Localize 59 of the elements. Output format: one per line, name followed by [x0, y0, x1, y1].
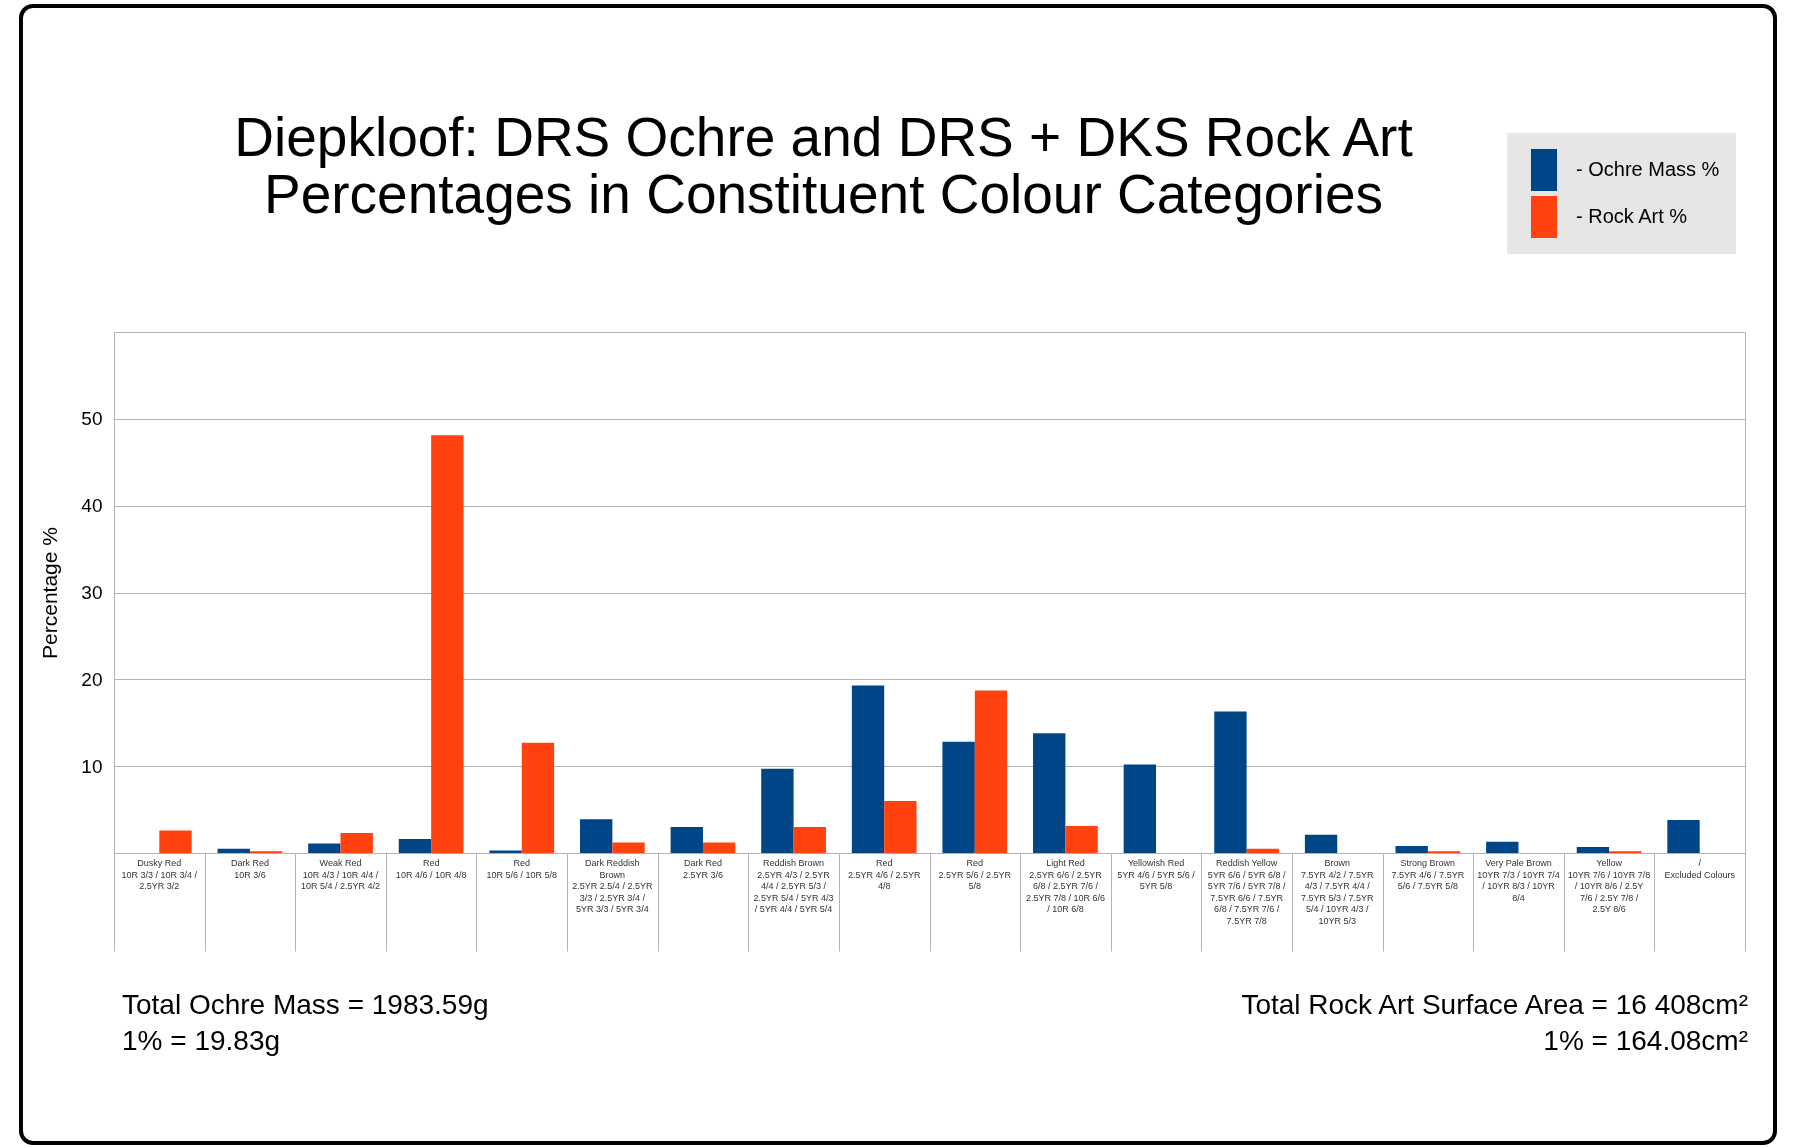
x-tick-label: Red 2.5YR 4/6 / 2.5YR 4/8: [847, 858, 921, 891]
bar: [612, 842, 645, 853]
bar: [398, 839, 432, 853]
y-tick-label: 10: [81, 755, 103, 777]
bar: [308, 843, 341, 853]
bar: [1033, 733, 1066, 853]
x-tick-label: Strong Brown 7.5YR 4/6 / 7.5YR 5/6 / 7.5YR 5/8: [1391, 858, 1465, 891]
x-tick-label: / Excluded Colours: [1664, 858, 1736, 880]
bar: [1246, 848, 1279, 853]
x-tick-label: Dusky Red 10R 3/3 / 10R 3/4 / 2.5YR 3/2: [121, 858, 198, 891]
legend-label: - Ochre Mass %: [1576, 158, 1720, 180]
y-tick-label: 40: [81, 495, 103, 517]
legend-label: - Rock Art %: [1576, 205, 1688, 227]
x-tick-label: Red 10R 5/6 / 10R 5/8: [486, 858, 558, 880]
x-tick-label: Light Red 2.5YR 6/6 / 2.5YR 6/8 / 2.5YR 7/6 / 2.5YR 7/8 / 10R 6/6 / 10R 6/8: [1025, 858, 1105, 914]
bar: [793, 826, 826, 853]
bar: [974, 690, 1008, 853]
text: Total Ochre Mass = 1983.59g: [122, 989, 489, 1020]
bar: [340, 833, 373, 853]
bar: [159, 830, 192, 853]
bar: [1667, 820, 1700, 853]
bar: [1123, 764, 1157, 853]
bar: [702, 842, 736, 853]
bar: [670, 826, 703, 853]
text: Total Rock Art Surface Area = 16 408cm²: [1241, 989, 1748, 1020]
x-tick-label: Reddish Brown 2.5YR 4/3 / 2.5YR 4/4 / 2.5YR 5/3 / 2.5YR 5/4 / 5YR 4/3 / 5YR 4/4 / 5YR 5/4: [753, 858, 834, 914]
bar: [1576, 846, 1610, 853]
x-tick-label: Dark Reddish Brown 2.5YR 2.5/4 / 2.5YR 3/3 / 2.5YR 3/4 / 5YR 3/3 / 5YR 3/4: [572, 858, 653, 914]
bar: [1486, 841, 1519, 853]
bar: [1065, 826, 1098, 853]
x-tick-label: Red 2.5YR 5/6 / 2.5YR 5/8: [938, 858, 1012, 891]
bar: [1395, 846, 1428, 853]
x-tick-label: Yellowish Red 5YR 4/6 / 5YR 5/6 / 5YR 5/8: [1117, 858, 1196, 891]
y-tick-label: 50: [81, 408, 103, 430]
bar: [217, 848, 250, 853]
text: 1% = 19.83g: [122, 1025, 281, 1056]
text: 1% = 164.08cm²: [1543, 1025, 1748, 1056]
bar: [884, 800, 917, 853]
bar: [431, 435, 464, 853]
y-tick-label: 20: [81, 668, 103, 690]
x-tick-label: Dark Red 2.5YR 3/6: [682, 858, 723, 880]
chart-title: Diepkloof: DRS Ochre and DRS + DKS Rock Art Percentages in Constituent Colour Categories: [234, 106, 1413, 225]
x-tick-label: Very Pale Brown 10YR 7/3 / 10YR 7/4 / 10YR 8/3 / 10YR 8/4: [1477, 858, 1560, 903]
y-axis-title: Percentage %: [38, 527, 62, 659]
bar: [580, 819, 613, 853]
bar: [942, 741, 975, 853]
bar: [489, 850, 522, 853]
x-tick-label: Dark Red 10R 3/6: [230, 858, 269, 880]
x-tick-label: Yellow 10YR 7/6 / 10YR 7/8 / 10YR 8/6 / 2.5Y 7/6 / 2.5Y 7/8 / 2.5Y 8/6: [1567, 858, 1651, 914]
y-tick-label: 30: [81, 582, 103, 603]
x-tick-label: Reddish Yellow 5YR 6/6 / 5YR 6/8 / 5YR 7/6 / 5YR 7/8 / 7.5YR 6/6 / 7.5YR 6/8 / 7.5YR 7/6 / 7.5YR 7/8: [1207, 858, 1286, 926]
bar: [1304, 834, 1338, 853]
bar: [851, 685, 885, 853]
bar: [761, 768, 794, 853]
x-tick-label: Brown 7.5YR 4/2 / 7.5YR 4/3 / 7.5YR 4/4 / 7.5YR 5/3 / 7.5YR 5/4 / 10YR 4/3 / 10YR 5/3: [1300, 858, 1375, 926]
bar: [521, 742, 555, 853]
x-tick-label: Red 10R 4/6 / 10R 4/8: [395, 858, 467, 880]
x-tick-label: Weak Red 10R 4/3 / 10R 4/4 / 10R 5/4 / 2.5YR 4/2: [301, 858, 381, 891]
bar: [1214, 711, 1247, 853]
